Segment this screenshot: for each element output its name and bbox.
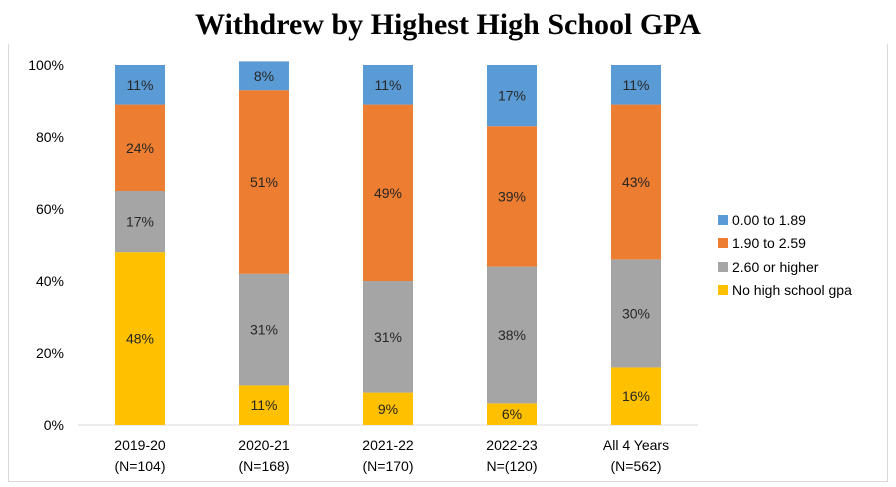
bar-segment: [115, 104, 165, 191]
data-label: 11%: [127, 77, 154, 93]
x-tick-label: N=(120): [487, 458, 538, 474]
data-label: 39%: [498, 188, 526, 204]
bar-segment: [363, 281, 413, 393]
legend-label: 0.00 to 1.89: [732, 211, 806, 228]
legend-swatch: [718, 214, 728, 225]
y-tick-label: 80%: [36, 129, 64, 145]
legend-item: 0.00 to 1.89: [718, 208, 852, 232]
bar-segment: [115, 191, 165, 253]
bar-segment: [611, 367, 661, 425]
x-tick-label: 2020-21: [238, 437, 290, 453]
x-tick-label: 2019-20: [114, 437, 166, 453]
bar-segment: [487, 126, 537, 267]
data-label: 17%: [126, 214, 154, 230]
legend: 0.00 to 1.89 1.90 to 2.59 2.60 or higher No…: [718, 208, 852, 302]
bar-segment: [487, 266, 537, 404]
legend-swatch: [718, 285, 728, 296]
data-label: 17%: [498, 88, 526, 104]
bar-segment: [239, 273, 289, 386]
bar-segment: [239, 385, 289, 425]
bar-segment: [363, 392, 413, 425]
data-label: 6%: [502, 406, 522, 422]
data-label: 8%: [254, 68, 274, 84]
legend-label: 1.90 to 2.59: [732, 235, 806, 252]
x-tick-label: (N=562): [611, 458, 662, 474]
legend-label: 2.60 or higher: [732, 258, 819, 275]
bar-segment: [363, 104, 413, 281]
y-tick-label: 0%: [44, 417, 64, 433]
legend-swatch: [718, 238, 728, 249]
chart-title: Withdrew by Highest High School GPA: [195, 8, 701, 41]
bar-segment: [487, 403, 537, 425]
bar-segment: [239, 61, 289, 91]
data-label: 11%: [251, 397, 278, 413]
data-label: 9%: [378, 401, 398, 417]
data-label: 31%: [374, 329, 402, 345]
chart-frame: [8, 44, 888, 482]
bar-segment: [487, 65, 537, 127]
legend-item: 1.90 to 2.59: [718, 232, 852, 256]
x-tick-label: All 4 Years: [603, 437, 669, 453]
y-tick-label: 60%: [36, 201, 64, 217]
data-label: 48%: [126, 331, 154, 347]
data-label: 43%: [622, 174, 650, 190]
x-tick-label: 2021-22: [362, 437, 414, 453]
bar-segment: [115, 65, 165, 105]
data-label: 24%: [126, 140, 154, 156]
x-tick-label: 2022-23: [486, 437, 538, 453]
legend-label: No high school gpa: [732, 282, 852, 299]
data-label: 16%: [622, 388, 650, 404]
data-label: 31%: [250, 322, 278, 338]
data-label: 30%: [622, 305, 650, 321]
y-tick-label: 100%: [28, 57, 64, 73]
data-label: 38%: [498, 327, 526, 343]
bar-segment: [363, 65, 413, 105]
bar-segment: [115, 252, 165, 425]
data-label: 11%: [623, 77, 650, 93]
data-label: 51%: [250, 174, 278, 190]
y-tick-label: 40%: [36, 273, 64, 289]
data-label: 49%: [374, 185, 402, 201]
legend-item: No high school gpa: [718, 279, 852, 303]
legend-swatch: [718, 261, 728, 272]
legend-item: 2.60 or higher: [718, 255, 852, 279]
y-tick-label: 20%: [36, 345, 64, 361]
bar-segment: [239, 90, 289, 274]
bar-segment: [611, 259, 661, 368]
x-tick-label: (N=168): [239, 458, 290, 474]
x-tick-label: (N=170): [363, 458, 414, 474]
x-tick-label: (N=104): [115, 458, 166, 474]
bar-segment: [611, 65, 661, 105]
bar-segment: [611, 104, 661, 260]
data-label: 11%: [375, 77, 402, 93]
